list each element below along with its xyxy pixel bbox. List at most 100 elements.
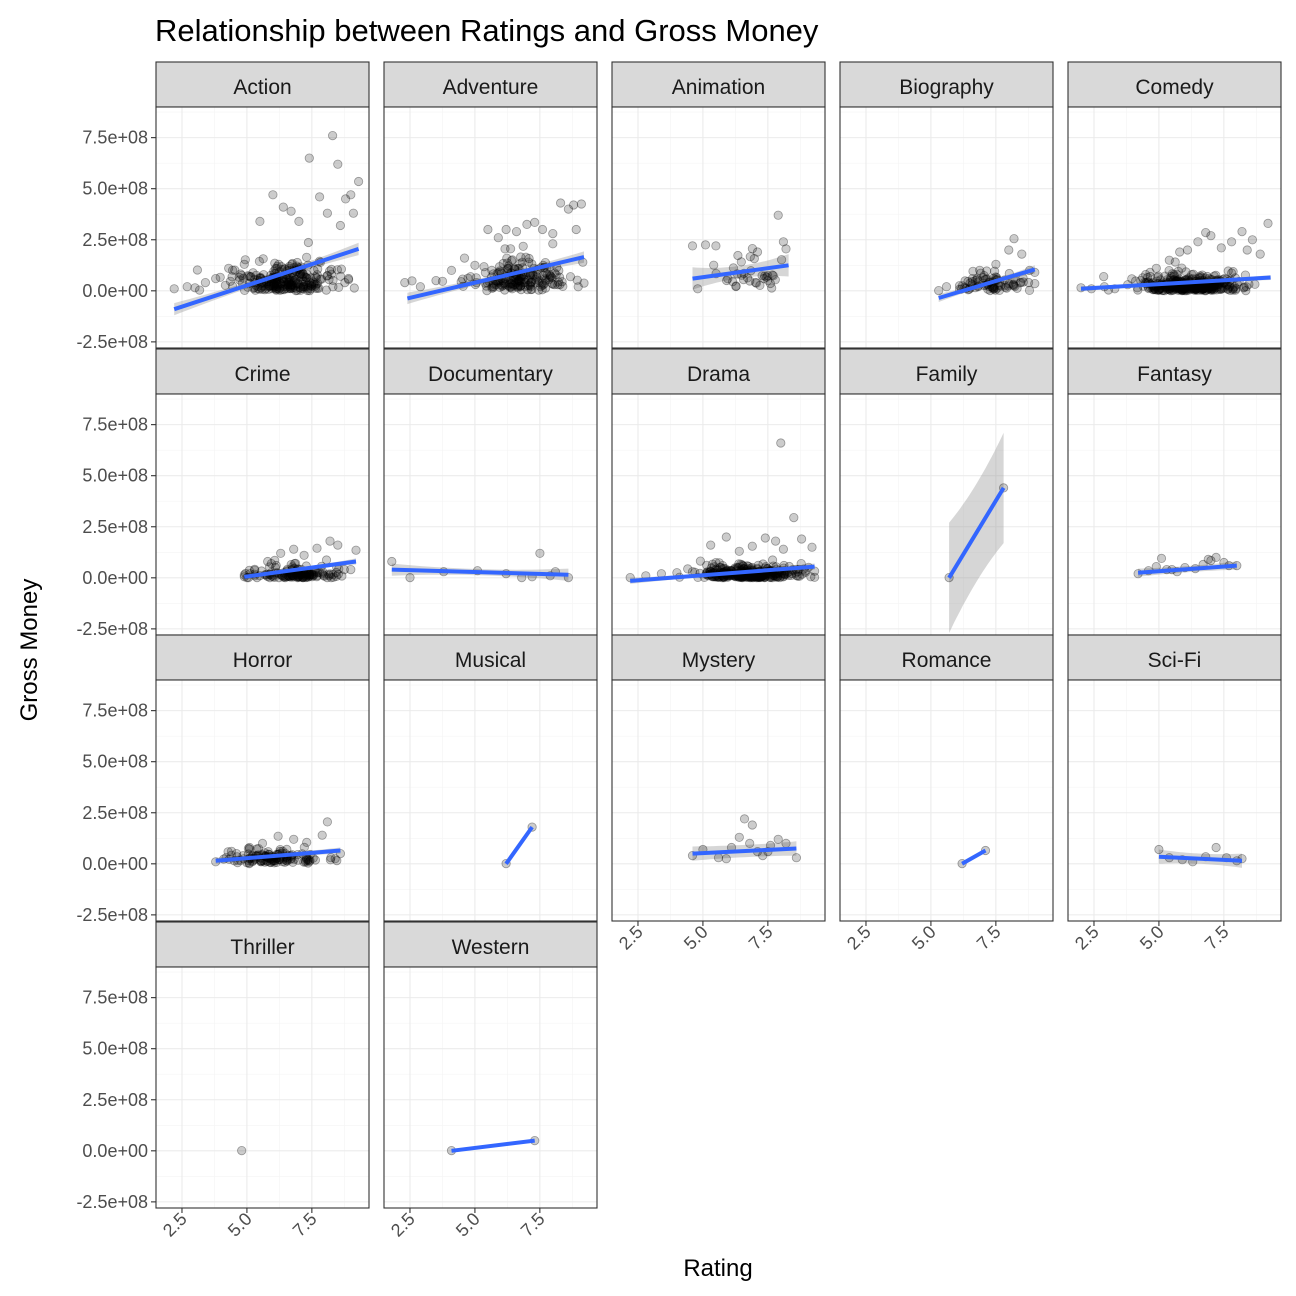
facet-label: Adventure [443,76,539,99]
panel-border [383,106,598,349]
data-point [349,283,359,293]
data-point [303,858,313,868]
data-point [1160,271,1170,281]
data-point [1204,284,1214,294]
data-point [734,546,744,556]
data-point [1200,283,1210,294]
data-point [738,561,748,571]
x-tick-label: 7.5 [973,922,1005,954]
data-point [551,270,561,280]
data-point [770,275,780,285]
data-point [717,560,728,571]
data-point [524,280,535,290]
data-point [515,281,525,291]
data-point [711,557,721,568]
data-point [296,283,306,294]
panel-border [839,679,1054,922]
data-point [554,265,564,276]
data-point [538,280,548,290]
data-point [1198,283,1208,293]
regression-line [244,559,357,579]
data-point [235,269,246,279]
data-point [387,556,397,567]
data-point [308,277,318,287]
data-point [565,272,576,282]
data-point [315,274,325,284]
data-point [303,572,313,582]
data-point [239,259,249,269]
data-point [1196,285,1207,295]
data-point [333,540,343,550]
data-point [326,569,336,579]
data-point [286,206,296,216]
plot-area [501,822,537,869]
data-point [271,560,281,571]
data-point [568,200,579,210]
data-point [279,277,289,287]
data-point [351,545,361,555]
data-point [258,254,268,264]
data-point [266,558,276,569]
data-point [298,281,309,291]
data-point [1173,285,1184,295]
data-point [713,853,724,863]
data-point [301,572,312,582]
data-point [1182,245,1193,255]
data-point [407,276,417,286]
facet-strip [839,634,1054,681]
regression-line [173,246,360,312]
x-tick-label: 5.0 [908,922,940,954]
data-point [306,281,317,291]
data-point [778,237,789,247]
data-point [465,272,476,282]
data-point [750,277,761,288]
facet-strip [383,921,598,968]
data-point [1209,283,1219,293]
facet-fantasy: Fantasy [1067,348,1282,636]
data-point [1191,284,1202,294]
data-point [507,284,517,294]
data-point [293,572,303,582]
data-point [747,541,757,551]
data-point [516,274,526,284]
data-point [479,262,489,272]
data-point [693,284,703,294]
data-point [220,280,230,290]
data-point [525,271,535,281]
data-point [706,540,716,550]
data-point [322,271,332,281]
data-point [300,276,311,287]
data-point [721,532,731,542]
data-point [714,558,724,568]
data-point [200,277,210,288]
data-point [1156,553,1167,564]
data-point [1157,285,1168,296]
data-point [571,224,581,235]
data-point [1145,267,1155,277]
data-point [728,276,738,287]
data-point [1169,269,1179,280]
data-point [337,571,347,581]
data-point [1241,285,1251,296]
data-point [1153,271,1164,281]
data-point [786,570,796,581]
x-tick-label: 7.5 [289,1209,321,1241]
data-point [721,854,731,864]
data-point [291,274,301,284]
x-tick-label: 7.5 [745,922,777,954]
data-point [1212,285,1222,295]
facet-strip [611,348,826,395]
data-point [546,271,556,281]
regression-line [1080,275,1271,291]
y-tick-label: -2.5e+08 [76,332,148,352]
data-point [545,273,555,283]
data-point [326,269,337,279]
data-point [277,857,288,867]
data-point [272,261,282,271]
panel-background [612,394,825,635]
data-point [244,842,255,853]
data-point [752,247,763,257]
data-point [298,572,308,583]
data-point [292,278,303,289]
data-point [1197,270,1207,280]
